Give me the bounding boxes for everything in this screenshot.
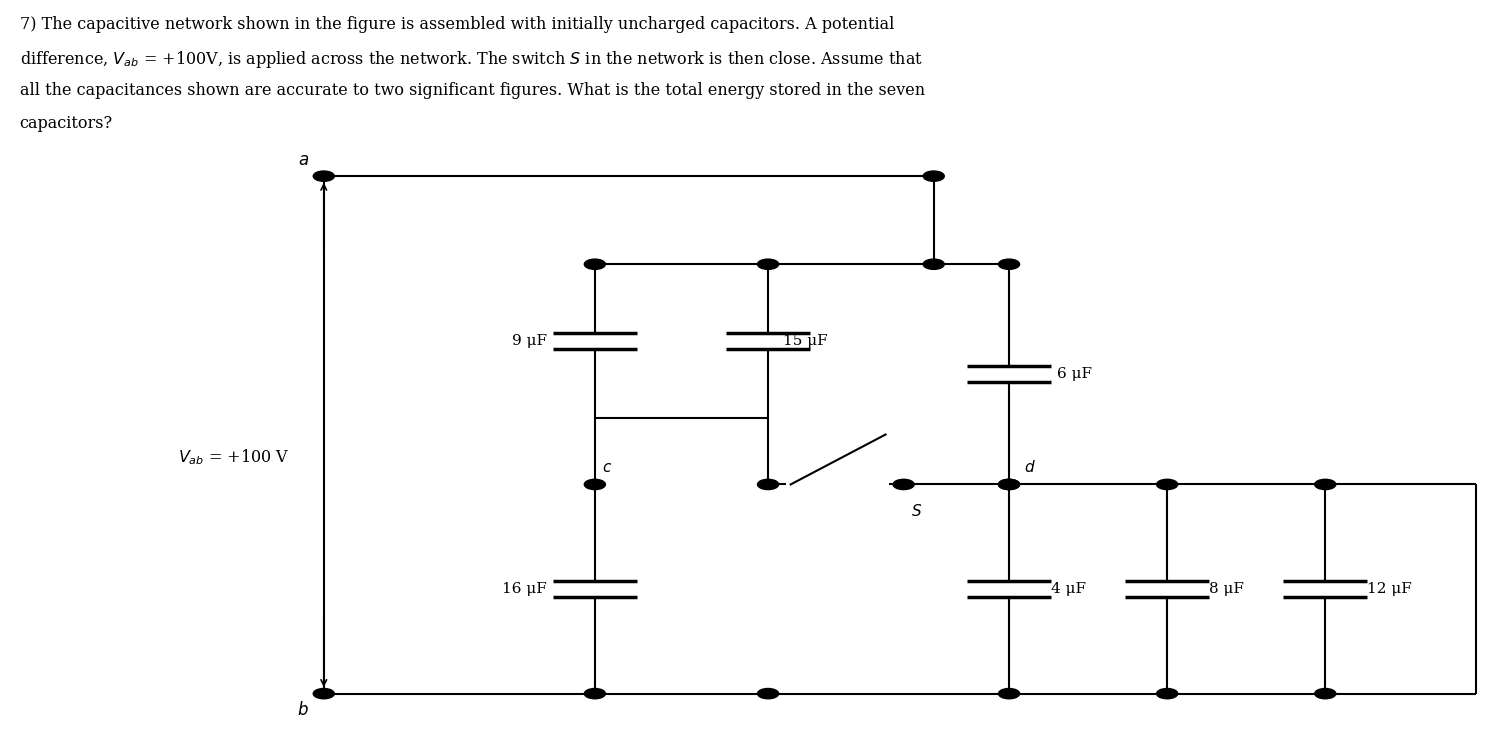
Circle shape bbox=[923, 171, 944, 181]
Circle shape bbox=[584, 688, 605, 699]
Text: $V_{ab}$ = +100 V: $V_{ab}$ = +100 V bbox=[178, 447, 289, 467]
Text: $b$: $b$ bbox=[297, 701, 309, 719]
Circle shape bbox=[584, 479, 605, 490]
Text: $S$: $S$ bbox=[911, 503, 922, 519]
Circle shape bbox=[313, 171, 334, 181]
Circle shape bbox=[1315, 688, 1336, 699]
Circle shape bbox=[998, 259, 1020, 269]
Text: all the capacitances shown are accurate to two significant figures. What is the : all the capacitances shown are accurate … bbox=[20, 82, 925, 99]
Circle shape bbox=[998, 479, 1020, 490]
Circle shape bbox=[1157, 688, 1178, 699]
Text: difference, $V_{ab}$ = +100V, is applied across the network. The switch $S$ in t: difference, $V_{ab}$ = +100V, is applied… bbox=[20, 49, 923, 70]
Circle shape bbox=[923, 259, 944, 269]
Circle shape bbox=[584, 259, 605, 269]
Text: 6 μF: 6 μF bbox=[1057, 367, 1092, 382]
Circle shape bbox=[313, 688, 334, 699]
Circle shape bbox=[758, 259, 779, 269]
Text: 9 μF: 9 μF bbox=[512, 334, 547, 349]
Text: 7) The capacitive network shown in the figure is assembled with initially unchar: 7) The capacitive network shown in the f… bbox=[20, 16, 895, 33]
Circle shape bbox=[893, 479, 914, 490]
Text: $d$: $d$ bbox=[1024, 459, 1036, 475]
Text: 4 μF: 4 μF bbox=[1051, 582, 1086, 596]
Text: $a$: $a$ bbox=[298, 152, 309, 169]
Text: 12 μF: 12 μF bbox=[1367, 582, 1413, 596]
Circle shape bbox=[998, 688, 1020, 699]
Text: $c$: $c$ bbox=[602, 461, 613, 475]
Circle shape bbox=[1315, 479, 1336, 490]
Circle shape bbox=[758, 688, 779, 699]
Circle shape bbox=[1157, 479, 1178, 490]
Circle shape bbox=[758, 479, 779, 490]
Text: 15 μF: 15 μF bbox=[783, 334, 828, 349]
Text: 16 μF: 16 μF bbox=[501, 582, 547, 596]
Text: 8 μF: 8 μF bbox=[1209, 582, 1244, 596]
Circle shape bbox=[998, 479, 1020, 490]
Text: capacitors?: capacitors? bbox=[20, 115, 113, 132]
